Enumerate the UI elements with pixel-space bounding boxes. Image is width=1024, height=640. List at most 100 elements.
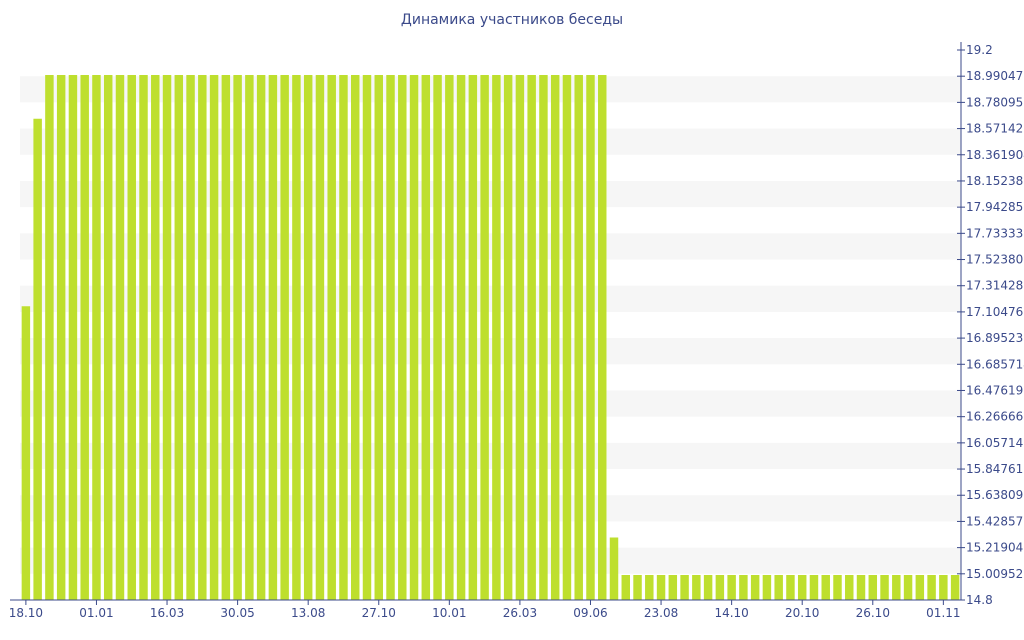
bar (151, 75, 160, 600)
x-tick-label: 09.06 (573, 606, 607, 620)
bar (574, 75, 583, 600)
bar (797, 575, 807, 600)
y-tick-label: 18.361904 (966, 148, 1024, 162)
bar (950, 575, 960, 600)
bar (739, 575, 748, 600)
y-tick-label: 17.314285 (966, 279, 1024, 293)
bar (821, 575, 830, 600)
grid-band (20, 180, 961, 208)
grid-band (20, 285, 961, 312)
x-tick-label: 27.10 (362, 606, 396, 620)
bar (374, 75, 383, 600)
bar (209, 75, 219, 600)
x-tick-label: 14.10 (714, 606, 748, 620)
bar (327, 75, 336, 600)
bar (515, 75, 525, 600)
y-tick-label: 15.009523 (966, 567, 1024, 581)
y-tick-label: 15.847619 (966, 462, 1024, 476)
y-tick-label: 19.2 (966, 43, 993, 57)
bar (903, 575, 913, 600)
bar (939, 575, 948, 600)
x-tick-label: 20.10 (785, 606, 819, 620)
x-tick-label: 23.08 (644, 606, 678, 620)
bar (927, 575, 936, 600)
y-tick-label: 15.219047 (966, 541, 1024, 555)
grid-band (20, 338, 961, 365)
bar (692, 575, 701, 600)
bar (668, 575, 678, 600)
bar (21, 306, 31, 600)
grid-band (20, 495, 961, 522)
bar (633, 575, 642, 600)
bar (56, 75, 66, 600)
bar (351, 75, 360, 600)
y-tick-label: 18.571428 (966, 122, 1024, 136)
bar (139, 75, 148, 600)
bar (492, 75, 501, 600)
bar (809, 575, 819, 600)
bar (598, 75, 607, 600)
x-tick-label: 30.05 (220, 606, 254, 620)
bar (609, 537, 619, 600)
bar (892, 575, 901, 600)
grid-band (20, 76, 961, 103)
bar (115, 75, 125, 600)
y-tick-label: 18.990476 (966, 69, 1024, 83)
grid-band (20, 390, 961, 417)
bar (433, 75, 442, 600)
y-tick-label: 16.895238 (966, 331, 1024, 345)
bar (339, 75, 348, 600)
bar (656, 575, 666, 600)
grid-band (20, 233, 961, 260)
bar (198, 75, 207, 600)
chart-title: Динамика участников беседы (400, 12, 624, 28)
bar (245, 75, 254, 600)
y-tick-label: 18.780952 (966, 95, 1024, 109)
x-tick-label: 01.11 (926, 606, 960, 620)
y-tick-label: 15.638095 (966, 488, 1024, 502)
bar (362, 75, 372, 600)
bar (868, 575, 878, 600)
bar (915, 575, 925, 600)
bar (539, 75, 548, 600)
bar (68, 75, 78, 600)
bar (503, 75, 513, 600)
bar (174, 75, 184, 600)
bar (774, 575, 783, 600)
bar (103, 75, 113, 600)
bar (715, 575, 725, 600)
bar (268, 75, 278, 600)
y-tick-label: 16.476190 (966, 383, 1024, 397)
bar (786, 575, 795, 600)
bar (421, 75, 431, 600)
y-tick-label: 16.057142 (966, 436, 1024, 450)
bar (527, 75, 536, 600)
y-tick-label: 18.152380 (966, 174, 1024, 188)
bar (80, 75, 89, 600)
x-tick-label: 26.03 (503, 606, 537, 620)
x-tick-label: 18.10 (9, 606, 43, 620)
bar (92, 75, 101, 600)
bar (127, 75, 136, 600)
bar (562, 75, 572, 600)
bar (315, 75, 325, 600)
bar (856, 575, 866, 600)
grid-band (20, 128, 961, 155)
y-tick-label: 14.8 (966, 593, 993, 607)
bar (845, 575, 854, 600)
bar (645, 575, 654, 600)
bar (550, 75, 560, 600)
bar (762, 575, 772, 600)
y-tick-label: 17.523809 (966, 253, 1024, 267)
bar (303, 75, 313, 600)
bar (256, 75, 266, 600)
bar (586, 75, 595, 600)
bar (221, 75, 231, 600)
x-tick-label: 10.01 (432, 606, 466, 620)
grid-band (20, 547, 961, 574)
bar (45, 75, 54, 600)
bar (386, 75, 395, 600)
bar (680, 575, 689, 600)
bar (292, 75, 301, 600)
bar (186, 75, 195, 600)
